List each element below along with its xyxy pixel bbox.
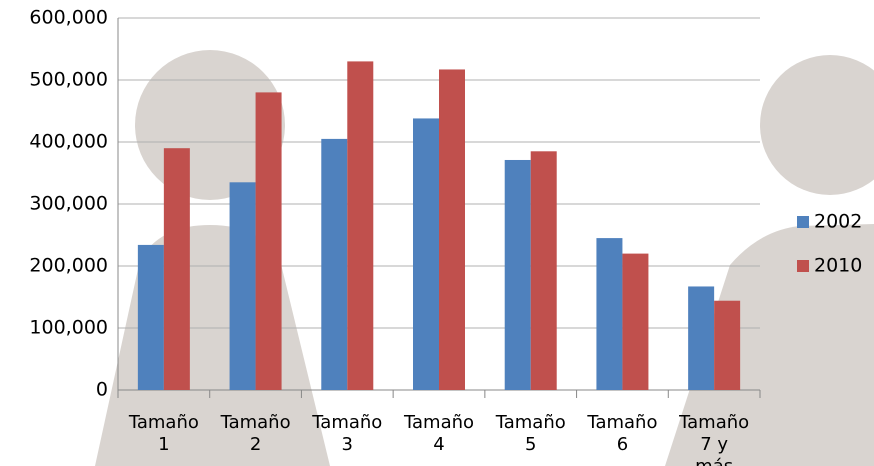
x-tick-label: Tamaño 7 y más [679,412,750,466]
y-tick-label: 600,000 [29,7,108,29]
bar [504,159,531,390]
x-tick-label: Tamaño 2 [220,412,291,455]
x-tick-label: Tamaño 1 [128,412,199,455]
bar [347,61,374,391]
bar [530,151,557,390]
bar [622,253,649,390]
legend-label: 2010 [814,255,862,277]
x-tick-label: Tamaño 3 [312,412,383,455]
y-tick-label: 300,000 [29,193,108,215]
legend-swatch [797,216,809,228]
background-silhouettes [95,50,874,466]
y-tick-label: 500,000 [29,69,108,91]
bar [688,286,715,390]
x-tick-label: Tamaño 6 [587,412,658,455]
legend-label: 2002 [814,211,862,233]
y-tick-label: 400,000 [29,131,108,153]
legend-swatch [797,260,809,272]
bar [163,148,190,390]
bar [137,244,164,390]
bar [439,69,465,391]
bar [714,300,741,390]
y-tick-label: 200,000 [29,255,108,277]
bar [321,138,348,390]
bar [255,92,282,391]
bar [229,182,256,390]
x-tick-label: Tamaño 5 [495,412,566,455]
x-tick-label: Tamaño 4 [404,412,475,455]
y-tick-label: 100,000 [29,317,108,339]
bar [596,238,623,390]
bar [413,118,439,390]
y-tick-label: 0 [96,379,108,401]
